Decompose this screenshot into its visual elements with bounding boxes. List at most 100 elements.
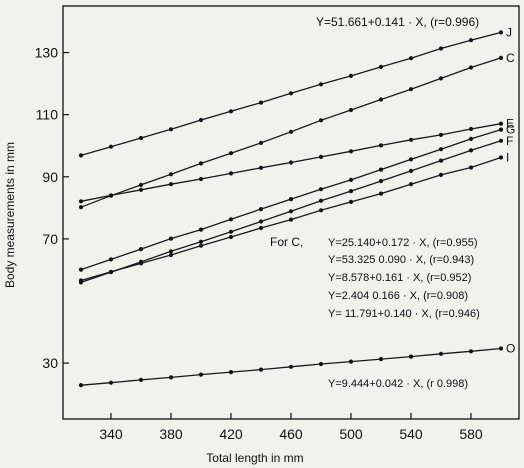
data-point	[168, 252, 174, 258]
data-point	[168, 172, 174, 177]
data-point	[198, 117, 204, 123]
data-point	[408, 182, 414, 187]
series-end-label: C	[506, 51, 515, 65]
data-point	[168, 182, 174, 187]
data-point	[288, 160, 294, 165]
data-point	[378, 97, 384, 102]
data-point	[318, 118, 324, 123]
data-point	[408, 168, 414, 173]
data-point	[378, 357, 384, 362]
data-point	[288, 209, 294, 214]
data-point	[438, 172, 444, 177]
data-point	[78, 205, 84, 210]
equation-c: Y=25.140+0.172 · X, (r=0.955)	[328, 237, 478, 249]
data-point	[78, 383, 84, 388]
data-point	[258, 219, 264, 224]
data-point	[378, 143, 384, 148]
data-point	[348, 189, 354, 194]
data-point	[438, 158, 444, 163]
data-point	[258, 367, 264, 372]
series-end-label: E	[506, 117, 514, 131]
series-c: C	[78, 51, 515, 210]
data-point	[108, 380, 114, 385]
equation-e: Y=53.325 0.090 · X, (r=0.943)	[328, 254, 474, 266]
data-point	[378, 167, 384, 172]
data-point	[78, 199, 84, 204]
data-point	[138, 135, 144, 141]
x-tick-label: 340	[99, 426, 123, 442]
data-point	[78, 278, 84, 283]
data-point	[198, 239, 204, 244]
data-point	[408, 87, 414, 92]
equation-top: Y=51.661+0.141 · X, (r=0.996)	[316, 15, 479, 29]
data-point	[498, 30, 504, 35]
data-point	[288, 217, 294, 222]
data-point	[78, 153, 84, 158]
data-point	[168, 249, 174, 254]
data-point	[258, 100, 264, 105]
data-point	[138, 261, 144, 266]
data-point	[228, 229, 234, 234]
data-point	[288, 197, 294, 202]
data-point	[288, 364, 294, 369]
series-end-label: O	[506, 342, 515, 356]
data-point	[108, 144, 114, 149]
data-point	[258, 225, 264, 231]
data-point	[378, 179, 384, 184]
x-tick-label: 380	[159, 426, 183, 442]
data-point	[468, 165, 474, 170]
data-point	[498, 155, 504, 160]
data-point	[318, 198, 324, 203]
data-point	[408, 137, 414, 142]
data-point	[228, 151, 234, 156]
data-point	[228, 171, 234, 176]
ticks-layer: 340 380 420 460 500 540 580 30 70 90 110 130	[35, 45, 483, 442]
data-point	[438, 351, 444, 356]
equation-o: Y=9.444+0.042 · X, (r 0.998)	[328, 378, 468, 390]
series-end-label: J	[506, 25, 512, 39]
data-point	[468, 136, 474, 141]
x-tick-label: 500	[339, 426, 363, 442]
data-point	[138, 377, 144, 382]
data-point	[198, 227, 204, 232]
data-point	[468, 126, 474, 132]
data-point	[468, 148, 474, 153]
equation-i: Y= 11.791+0.140 · X, (r=0.946)	[328, 308, 480, 320]
series-end-label: I	[506, 151, 509, 165]
y-tick-label: 110	[36, 107, 59, 123]
data-point	[138, 247, 144, 252]
data-point	[498, 346, 504, 351]
data-point	[318, 154, 324, 159]
data-point	[198, 176, 204, 182]
data-point	[318, 208, 324, 213]
data-point	[498, 127, 504, 132]
series-o: O	[78, 342, 515, 388]
series-j: J	[78, 25, 512, 158]
data-point	[408, 56, 414, 61]
data-point	[348, 73, 354, 78]
data-point	[78, 267, 84, 272]
data-point	[498, 55, 504, 61]
data-point	[348, 149, 354, 154]
data-point	[258, 140, 264, 145]
data-point	[378, 64, 384, 69]
data-point	[108, 257, 114, 262]
data-point	[378, 191, 384, 196]
data-point	[348, 359, 354, 364]
series-g: G	[78, 123, 515, 272]
data-point	[318, 82, 324, 87]
series-i: I	[78, 151, 509, 283]
data-point	[468, 65, 474, 70]
data-point	[168, 236, 174, 241]
equation-f: Y=2.404 0.166 · X, (r=0.908)	[328, 290, 468, 302]
y-tick-label: 130	[35, 45, 59, 61]
data-point	[408, 354, 414, 359]
data-point	[468, 38, 474, 43]
data-point	[438, 76, 444, 81]
data-point	[288, 91, 294, 96]
data-point	[498, 121, 504, 126]
data-point	[318, 187, 324, 192]
data-point	[258, 207, 264, 212]
data-point	[198, 372, 204, 377]
